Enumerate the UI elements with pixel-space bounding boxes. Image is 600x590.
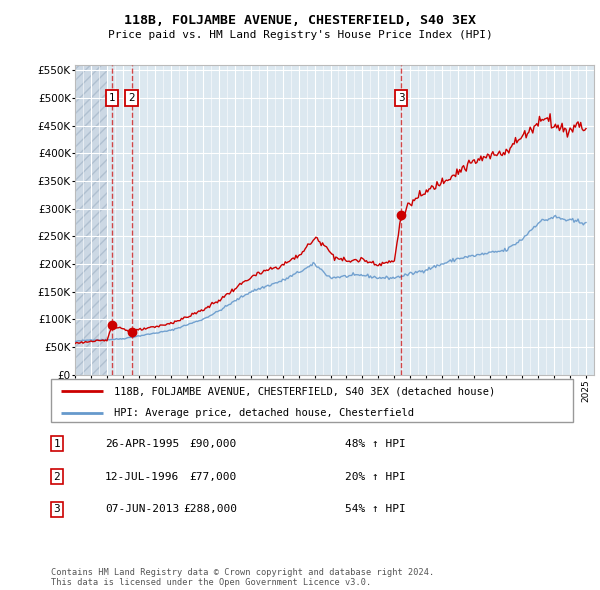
Text: 07-JUN-2013: 07-JUN-2013 <box>105 504 179 514</box>
Text: 12-JUL-1996: 12-JUL-1996 <box>105 472 179 481</box>
Text: 3: 3 <box>398 93 404 103</box>
Text: 20% ↑ HPI: 20% ↑ HPI <box>345 472 406 481</box>
Text: £288,000: £288,000 <box>183 504 237 514</box>
FancyBboxPatch shape <box>51 379 573 422</box>
Bar <box>75 65 107 375</box>
Text: 1: 1 <box>53 439 61 448</box>
Text: 54% ↑ HPI: 54% ↑ HPI <box>345 504 406 514</box>
Text: Price paid vs. HM Land Registry's House Price Index (HPI): Price paid vs. HM Land Registry's House … <box>107 31 493 40</box>
Text: 2: 2 <box>53 472 61 481</box>
Text: 1: 1 <box>109 93 115 103</box>
Text: £77,000: £77,000 <box>190 472 237 481</box>
Text: 118B, FOLJAMBE AVENUE, CHESTERFIELD, S40 3EX (detached house): 118B, FOLJAMBE AVENUE, CHESTERFIELD, S40… <box>113 386 495 396</box>
Text: Contains HM Land Registry data © Crown copyright and database right 2024.
This d: Contains HM Land Registry data © Crown c… <box>51 568 434 587</box>
Text: HPI: Average price, detached house, Chesterfield: HPI: Average price, detached house, Ches… <box>113 408 413 418</box>
Text: 48% ↑ HPI: 48% ↑ HPI <box>345 439 406 448</box>
Text: 118B, FOLJAMBE AVENUE, CHESTERFIELD, S40 3EX: 118B, FOLJAMBE AVENUE, CHESTERFIELD, S40… <box>124 14 476 27</box>
Text: 3: 3 <box>53 504 61 514</box>
Text: 2: 2 <box>128 93 135 103</box>
Text: £90,000: £90,000 <box>190 439 237 448</box>
Text: 26-APR-1995: 26-APR-1995 <box>105 439 179 448</box>
